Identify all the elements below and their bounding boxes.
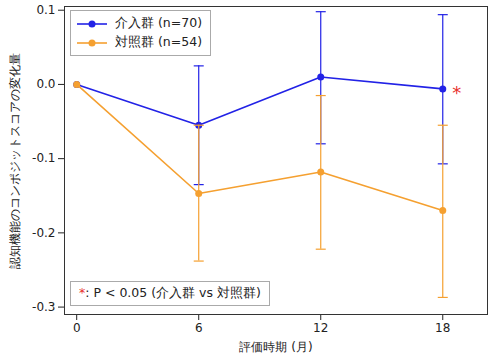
- svg-text:6: 6: [195, 321, 203, 335]
- svg-text:*: *: [452, 82, 461, 103]
- html-text:対照群 (n=54): 対照群 (n=54): [115, 34, 202, 49]
- svg-text:0: 0: [73, 321, 81, 335]
- svg-text:12: 12: [313, 321, 328, 335]
- svg-text:0.1: 0.1: [36, 3, 55, 17]
- svg-text:18: 18: [435, 321, 450, 335]
- svg-text:認知機能のコンポジットスコアの変化量: 認知機能のコンポジットスコアの変化量: [8, 53, 22, 269]
- svg-text:-0.2: -0.2: [32, 226, 55, 240]
- html-text:介入群 (n=70): 介入群 (n=70): [115, 15, 202, 30]
- svg-text:-0.3: -0.3: [32, 300, 55, 314]
- html-text:*: P < 0.05 (介入群 vs 対照群): *: P < 0.05 (介入群 vs 対照群): [79, 285, 261, 300]
- svg-text:評価時期 (月): 評価時期 (月): [239, 340, 312, 354]
- svg-text:0.0: 0.0: [36, 77, 55, 91]
- svg-text:-0.1: -0.1: [32, 151, 55, 165]
